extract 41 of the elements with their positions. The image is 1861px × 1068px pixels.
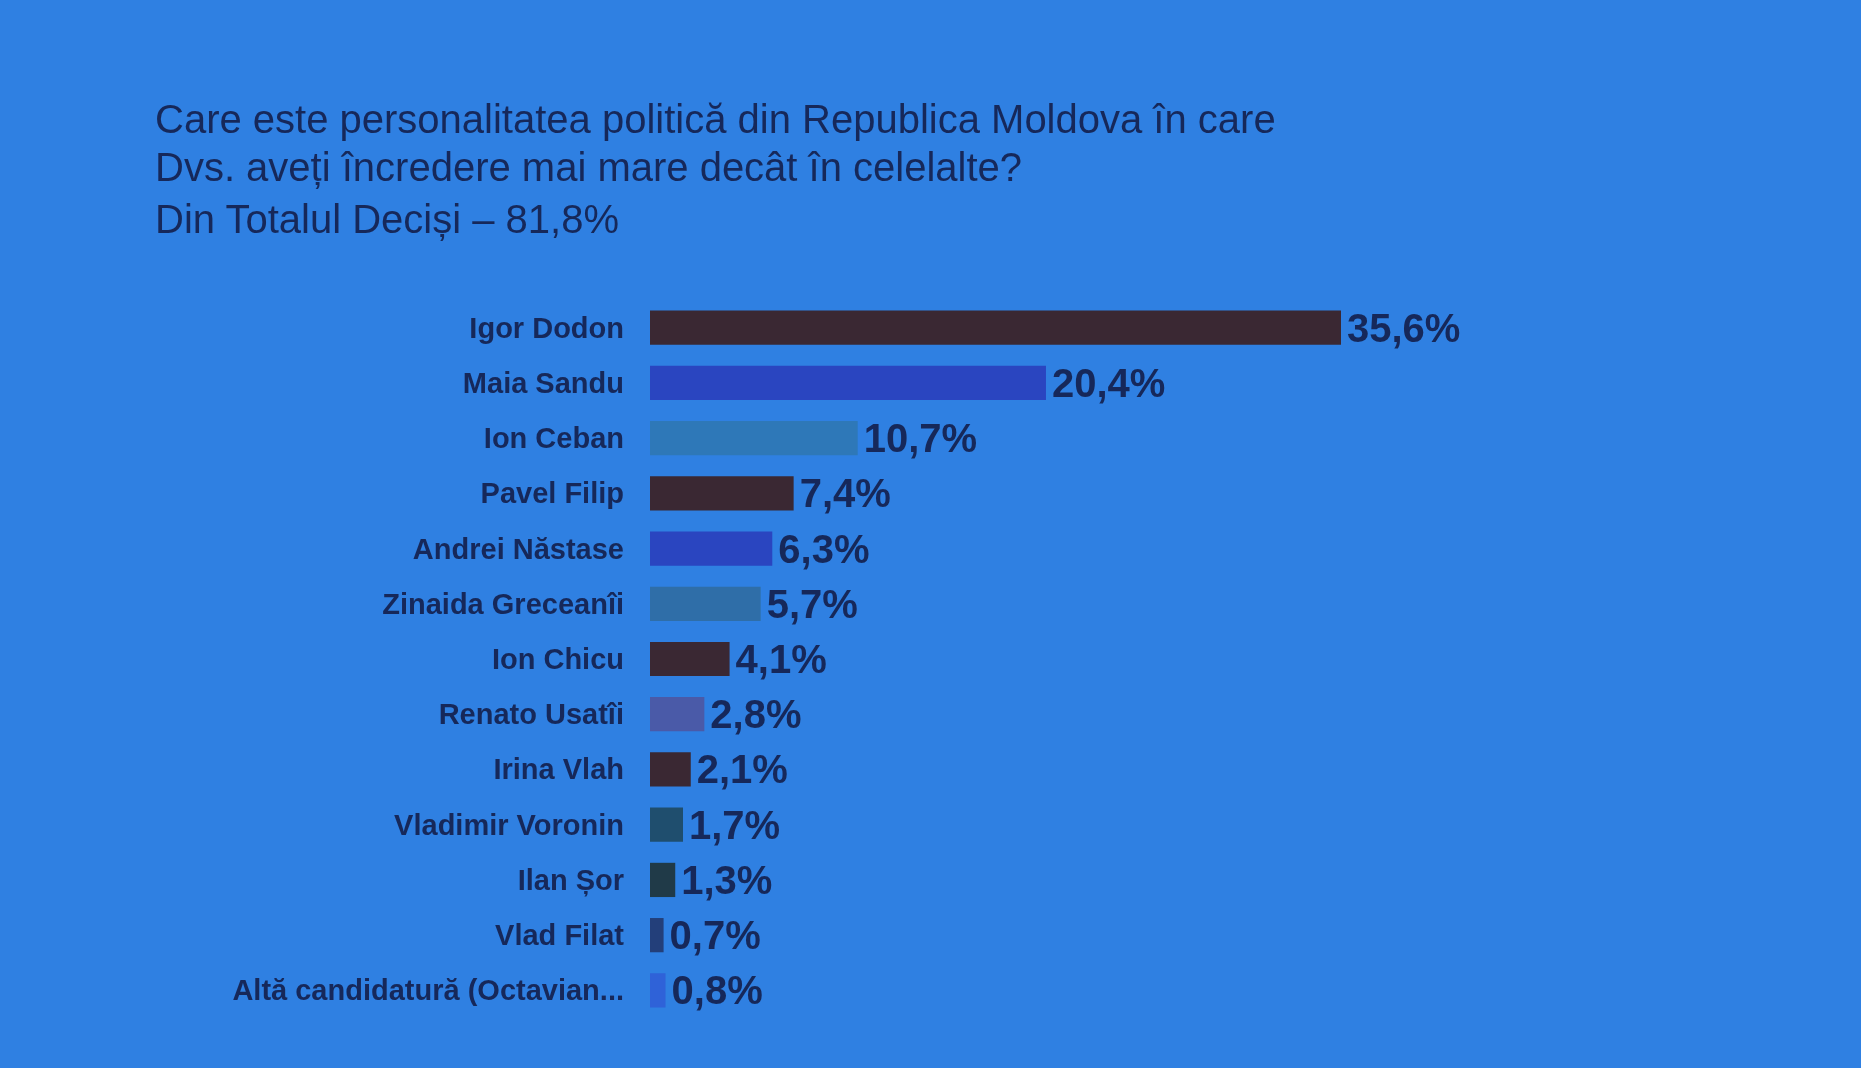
bar <box>650 973 666 1008</box>
y-tick-label: Renato Usatîi <box>438 698 624 731</box>
bar <box>650 918 664 953</box>
y-tick-label: Vlad Filat <box>495 919 625 952</box>
bar <box>650 807 683 842</box>
chart-title: Care este personalitatea politică din Republica Moldova în care Dvs. aveți încredere mai mare decât în celelalte? <box>155 97 1287 189</box>
bar <box>650 310 1341 345</box>
bar <box>650 365 1046 400</box>
data-label: 1,7% <box>689 802 781 847</box>
y-tick-label: Igor Dodon <box>469 311 624 344</box>
data-label: 0,7% <box>669 913 761 958</box>
y-tick-label: Ilan Șor <box>517 863 624 897</box>
data-label: 5,7% <box>766 581 858 626</box>
chart-subtitle: Din Totalul Deciși – 81,8% <box>155 197 619 241</box>
data-label: 0,8% <box>671 968 763 1013</box>
bar <box>650 531 773 566</box>
bar <box>650 752 691 787</box>
data-label: 4,1% <box>735 637 827 681</box>
data-label: 10,7% <box>863 416 978 461</box>
bar <box>650 641 730 677</box>
data-label: 6,3% <box>778 526 870 571</box>
data-label: 2,8% <box>710 692 802 737</box>
data-label: 1,3% <box>681 857 773 902</box>
y-tick-label: Ion Chicu <box>491 643 624 675</box>
y-tick-label: Pavel Filip <box>480 477 624 510</box>
y-tick-label: Altă candidatură (Octavian... <box>232 974 624 1007</box>
y-tick-label: Maia Sandu <box>462 366 624 399</box>
data-label: 35,6% <box>1347 305 1461 350</box>
bar <box>650 862 676 898</box>
y-tick-label: Vladimir Voronin <box>394 808 624 841</box>
data-label: 20,4% <box>1051 360 1166 405</box>
y-tick-label: Ion Ceban <box>483 422 624 455</box>
y-tick-label: Zinaida Greceanîi <box>382 587 624 620</box>
bar <box>650 586 761 621</box>
bar <box>650 697 705 732</box>
bar <box>650 420 858 456</box>
data-label: 7,4% <box>799 471 891 516</box>
bar <box>650 476 794 511</box>
y-tick-label: Irina Vlah <box>493 753 624 786</box>
data-label: 2,1% <box>696 747 788 792</box>
y-tick-label: Andrei Năstase <box>412 532 624 565</box>
